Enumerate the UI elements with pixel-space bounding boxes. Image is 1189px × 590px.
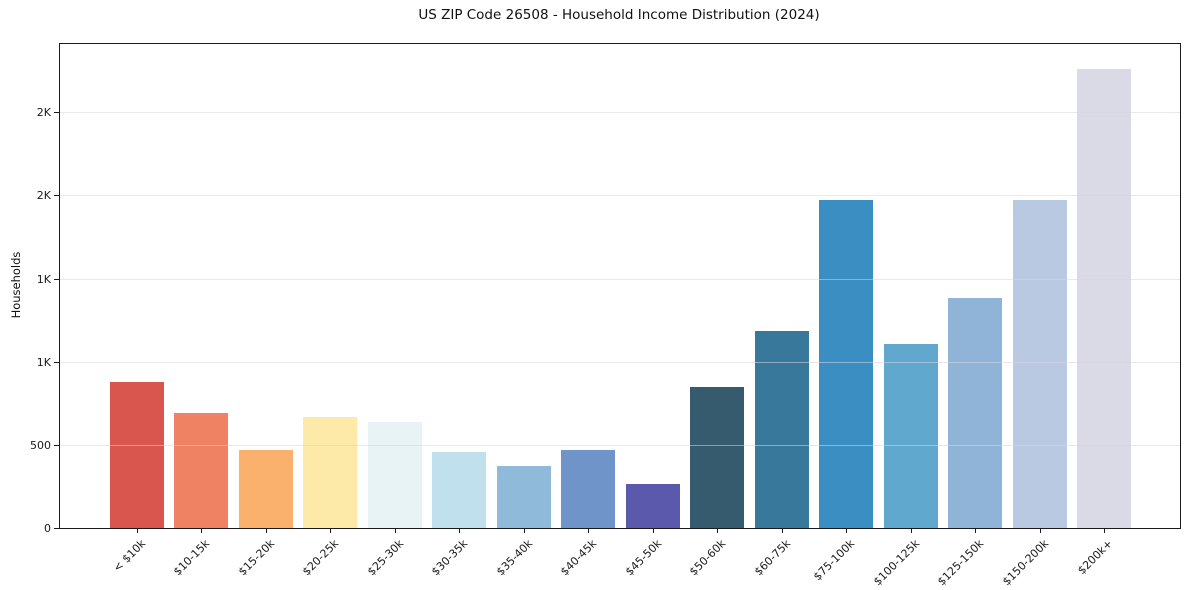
x-tick-mark bbox=[975, 528, 977, 533]
y-tick-mark bbox=[54, 444, 59, 446]
gridline bbox=[60, 112, 1180, 114]
x-tick-mark bbox=[459, 528, 461, 533]
x-tick-mark bbox=[652, 528, 654, 533]
bar bbox=[625, 483, 680, 528]
bar bbox=[1077, 68, 1131, 528]
bar bbox=[238, 449, 293, 528]
bar bbox=[819, 200, 874, 528]
bar bbox=[174, 413, 229, 528]
x-tick-mark bbox=[330, 528, 332, 533]
x-tick-mark bbox=[846, 528, 848, 533]
x-tick-mark bbox=[910, 528, 912, 533]
y-tick-label: 500 bbox=[30, 438, 51, 452]
x-tick-mark bbox=[1104, 528, 1105, 533]
bar bbox=[496, 466, 551, 528]
y-tick-mark bbox=[54, 361, 59, 363]
x-tick-mark bbox=[265, 528, 267, 533]
y-tick-label: 1K bbox=[36, 355, 51, 369]
x-tick-mark bbox=[523, 528, 525, 533]
x-tick-mark bbox=[588, 528, 590, 533]
x-tick-mark bbox=[201, 528, 203, 533]
y-tick-mark bbox=[54, 112, 59, 114]
x-tick-mark bbox=[1039, 528, 1041, 533]
plot-area: < $10k $10-15k $15-20k $20-25k $25-30k $30-35… bbox=[30, 43, 1181, 588]
y-tick-mark bbox=[54, 195, 59, 197]
bar bbox=[432, 452, 487, 528]
x-tick-mark bbox=[137, 528, 138, 533]
y-tick-mark bbox=[54, 528, 59, 529]
y-tick-label: 1K bbox=[36, 272, 51, 286]
x-tick-mark bbox=[717, 528, 719, 533]
x-tick-label: < $10k bbox=[110, 537, 149, 575]
bar bbox=[303, 416, 358, 528]
bar bbox=[948, 297, 1003, 528]
gridline bbox=[60, 278, 1180, 280]
bar bbox=[690, 387, 745, 528]
x-tick-mark bbox=[394, 528, 396, 533]
y-tick-mark bbox=[54, 278, 59, 280]
y-tick-label: 2K bbox=[36, 189, 51, 203]
bar bbox=[754, 330, 809, 528]
y-tick-label: 2K bbox=[36, 106, 51, 120]
gridline bbox=[60, 361, 1180, 363]
y-tick-label: 0 bbox=[44, 522, 51, 535]
bar bbox=[367, 422, 422, 528]
bar bbox=[561, 449, 616, 528]
bar bbox=[110, 381, 164, 528]
gridline bbox=[60, 444, 1180, 446]
x-tick-mark bbox=[781, 528, 783, 533]
gridline bbox=[60, 195, 1180, 197]
bar bbox=[883, 344, 938, 528]
bar bbox=[1012, 199, 1067, 528]
chart-title: US ZIP Code 26508 - Household Income Dis… bbox=[418, 7, 820, 23]
